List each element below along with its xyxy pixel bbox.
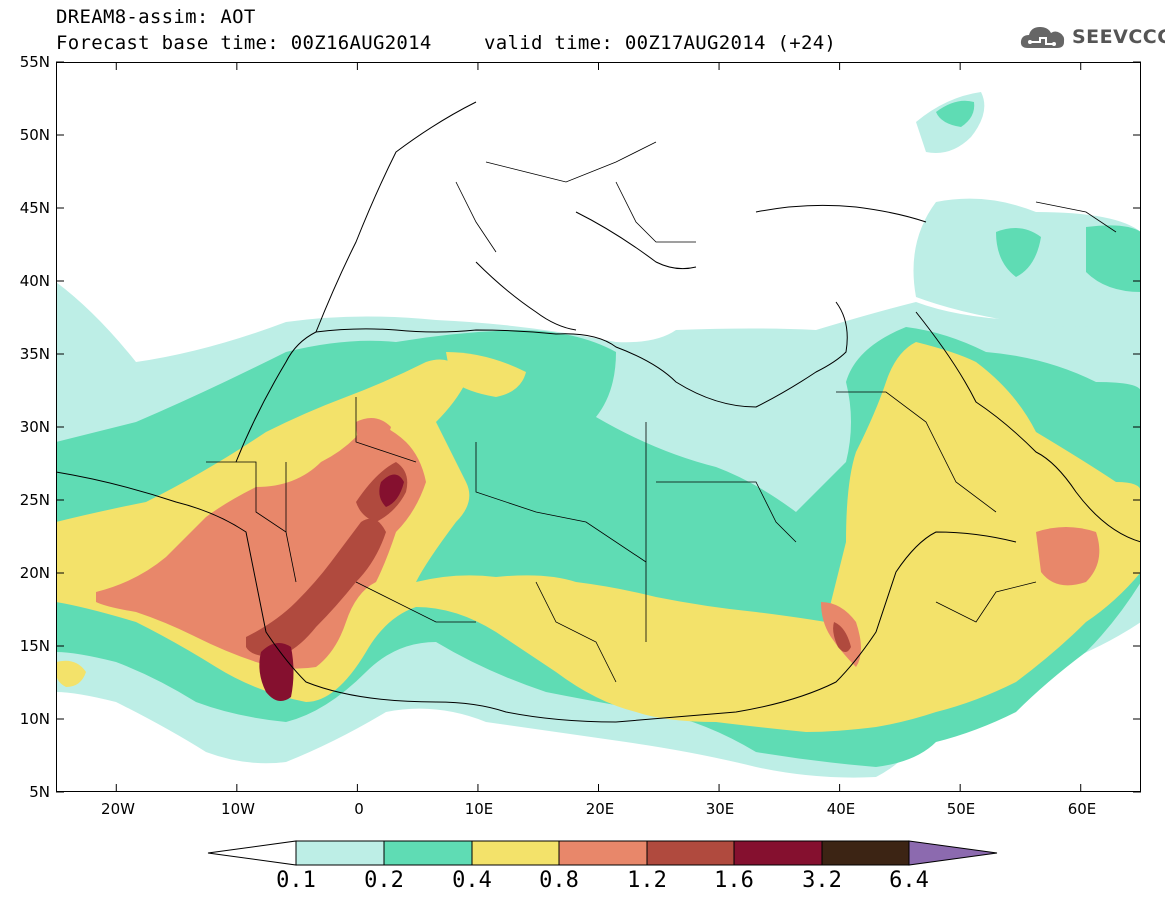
lon-label: 40E [826, 800, 856, 818]
aot-region-1.6 [379, 474, 404, 507]
lat-label: 55N [19, 53, 50, 71]
map-title: DREAM8-assim: AOT [56, 6, 256, 28]
colorbar-label: 3.2 [802, 868, 842, 893]
lon-label: 60E [1067, 800, 1097, 818]
colorbar-swatch [733, 840, 823, 866]
colorbar [207, 840, 998, 866]
lat-label: 40N [19, 272, 50, 290]
aot-region-1.2 [833, 622, 851, 652]
colorbar-label: 0.1 [276, 868, 316, 893]
lat-label: 20N [19, 564, 50, 582]
valid-time: valid time: 00Z17AUG2014 (+24) [484, 32, 837, 54]
lon-label: 10E [464, 800, 494, 818]
aot-region-0.4 [56, 660, 86, 687]
cloud-icon [1020, 27, 1065, 48]
seevccc-logo: SEEVCCC [1018, 22, 1165, 52]
colorbar-over-triangle [908, 840, 998, 866]
colorbar-label: 0.2 [364, 868, 404, 893]
lon-label: 50E [946, 800, 976, 818]
lon-label: 20W [101, 800, 135, 818]
aot-region-0.2 [996, 228, 1041, 277]
colorbar-swatch [558, 840, 648, 866]
aot-region-0.2 [1086, 225, 1141, 292]
lon-label: 30E [705, 800, 735, 818]
colorbar-swatch [295, 840, 385, 866]
colorbar-label: 0.8 [539, 868, 579, 893]
lat-label: 50N [19, 126, 50, 144]
logo-text: SEEVCCC [1072, 26, 1165, 48]
colorbar-label: 1.2 [627, 868, 667, 893]
lat-label: 5N [29, 783, 50, 801]
country-borders [206, 141, 1117, 683]
aot-region-0.8 [356, 418, 391, 452]
aot-region-0.2 [936, 100, 975, 127]
aot-contour-fields [56, 92, 1141, 778]
map-area [56, 62, 1141, 792]
forecast-base-time: Forecast base time: 00Z16AUG2014 [56, 32, 432, 54]
aot-region-0.4 [446, 352, 526, 397]
colorbar-label: 0.4 [452, 868, 492, 893]
aot-region-1.2 [246, 518, 386, 657]
aot-region-0.8 [1036, 527, 1100, 586]
colorbar-swatch [821, 840, 910, 866]
aot-region-0.8 [96, 421, 426, 669]
lat-label: 30N [19, 418, 50, 436]
lon-label: 10W [221, 800, 255, 818]
lat-label: 35N [19, 345, 50, 363]
lat-label: 25N [19, 491, 50, 509]
colorbar-swatch [383, 840, 473, 866]
colorbar-label: 1.6 [714, 868, 754, 893]
colorbar-swatch [471, 840, 560, 866]
lat-label: 15N [19, 637, 50, 655]
lon-label: 0 [354, 800, 364, 818]
lon-label: 20E [585, 800, 615, 818]
coastlines [56, 101, 1141, 723]
colorbar-under-triangle [207, 840, 297, 866]
lat-label: 10N [19, 710, 50, 728]
lat-label: 45N [19, 199, 50, 217]
aot-map [56, 62, 1141, 792]
colorbar-swatch [646, 840, 735, 866]
colorbar-label: 6.4 [889, 868, 929, 893]
